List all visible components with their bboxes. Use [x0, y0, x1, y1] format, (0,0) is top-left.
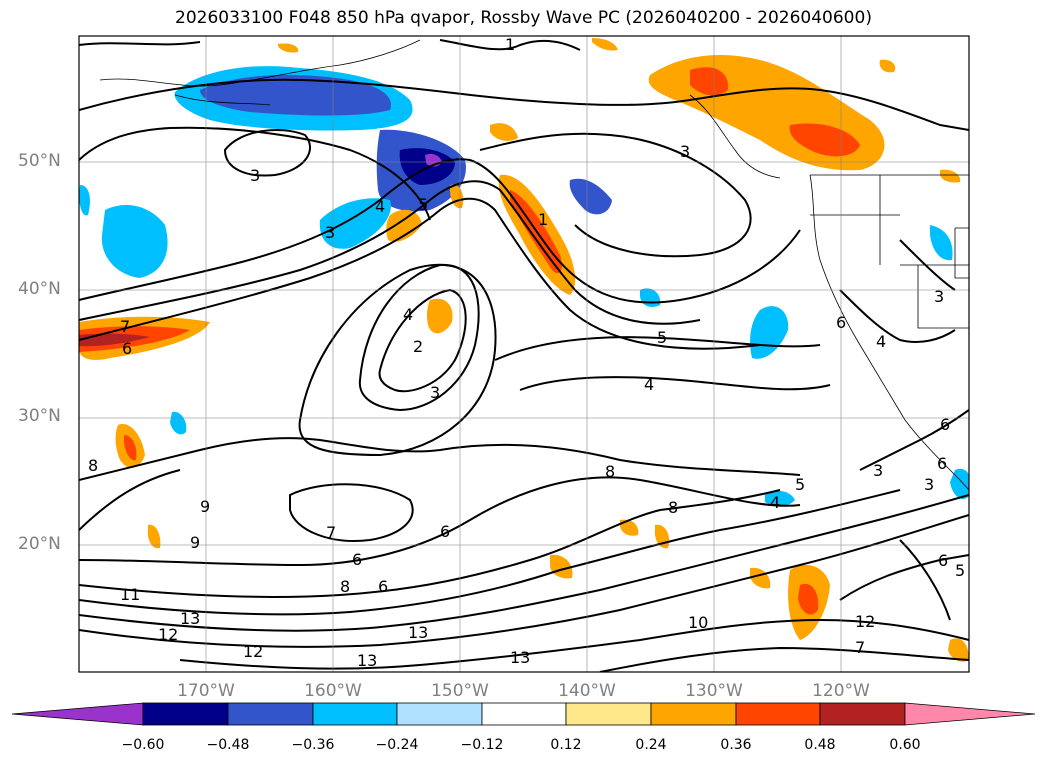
chart-title: 2026033100 F048 850 hPa qvapor, Rossby W… — [175, 8, 872, 28]
lon-label-140w: 140°W — [558, 681, 616, 701]
lat-label-50n: 50°N — [18, 151, 61, 171]
contour-label: 12 — [855, 612, 875, 631]
contour-label: 4 — [644, 375, 654, 394]
contour-label: 7 — [326, 523, 336, 542]
contour-label: 11 — [120, 585, 140, 604]
coastlines — [99, 39, 969, 491]
contour-label: 12 — [243, 642, 263, 661]
contour-label: 5 — [657, 328, 667, 347]
contour-label: 8 — [88, 456, 98, 475]
contour-label: 3 — [873, 461, 883, 480]
contour-label: 5 — [795, 475, 805, 494]
contour-label: 13 — [357, 651, 377, 670]
contour-label: 4 — [876, 332, 886, 351]
contour-label: 5 — [955, 561, 965, 580]
colorbar-tick-label: −0.24 — [375, 737, 419, 753]
contour-label: 3 — [680, 142, 690, 161]
contour-label: 7 — [855, 638, 865, 657]
contour-label: 6 — [836, 313, 846, 332]
lat-label-20n: 20°N — [18, 534, 61, 554]
contour-label: 8 — [668, 498, 678, 517]
colorbar-tick-label: 0.60 — [889, 737, 921, 753]
colorbar-tick-label: −0.60 — [121, 737, 165, 753]
colorbar-tick-label: −0.12 — [460, 737, 504, 753]
colorbar-extend-high — [904, 702, 1036, 726]
map-frame — [78, 35, 970, 673]
contour-label: 3 — [430, 383, 440, 402]
contour-label: 6 — [938, 551, 948, 570]
contour-label: 10 — [688, 613, 708, 632]
lon-label-170w: 170°W — [177, 681, 235, 701]
contour-label: 4 — [770, 493, 780, 512]
contour-label: 2 — [413, 337, 423, 356]
contour-label: 13 — [180, 609, 200, 628]
contour-label: 3 — [934, 287, 944, 306]
contour-label: 3 — [250, 166, 260, 185]
colorbar-tick-label: −0.48 — [206, 737, 250, 753]
lon-label-160w: 160°W — [304, 681, 362, 701]
contour-label: 6 — [352, 550, 362, 569]
colorbar-extend-low — [11, 702, 144, 726]
lon-label-150w: 150°W — [431, 681, 489, 701]
graticule — [79, 36, 969, 672]
colorbar-tick-label: −0.36 — [291, 737, 335, 753]
colorbar-tick-label: 0.12 — [550, 737, 582, 753]
contour-label: 4 — [375, 197, 385, 216]
lon-label-130w: 130°W — [685, 681, 743, 701]
contour-label: 4 — [403, 305, 413, 324]
contour-label: 3 — [924, 475, 934, 494]
contour-label: 6 — [378, 577, 388, 596]
contour-label: 1 — [538, 210, 548, 229]
contour-label: 8 — [605, 462, 615, 481]
contour-label: 1 — [505, 35, 515, 54]
contour-lines — [79, 39, 969, 672]
contour-label: 8 — [340, 577, 350, 596]
colorbar-tick-label: 0.36 — [720, 737, 752, 753]
contour-label: 6 — [440, 522, 450, 541]
lat-label-30n: 30°N — [18, 406, 61, 426]
contour-label: 6 — [937, 454, 947, 473]
contour-label: 13 — [510, 648, 530, 667]
contour-label: 3 — [325, 223, 335, 242]
contour-label: 12 — [158, 625, 178, 644]
positive-anomaly-shading — [79, 38, 969, 662]
contour-label: 6 — [940, 415, 950, 434]
contour-label: 5 — [418, 195, 428, 214]
colorbar-tick-label: 0.24 — [635, 737, 667, 753]
colorbar-tick-label: 0.48 — [804, 737, 836, 753]
contour-label: 7 — [120, 317, 130, 336]
contour-label: 9 — [200, 497, 210, 516]
colorbar — [11, 702, 1036, 726]
contour-label: 6 — [122, 339, 132, 358]
lon-label-120w: 120°W — [812, 681, 870, 701]
contour-labels: 1 3 3 4 5 1 7 6 2 3 4 5 4 3 8 8 9 7 6 6 … — [88, 35, 965, 670]
lat-label-40n: 40°N — [18, 279, 61, 299]
contour-label: 9 — [190, 533, 200, 552]
contour-label: 13 — [408, 623, 428, 642]
